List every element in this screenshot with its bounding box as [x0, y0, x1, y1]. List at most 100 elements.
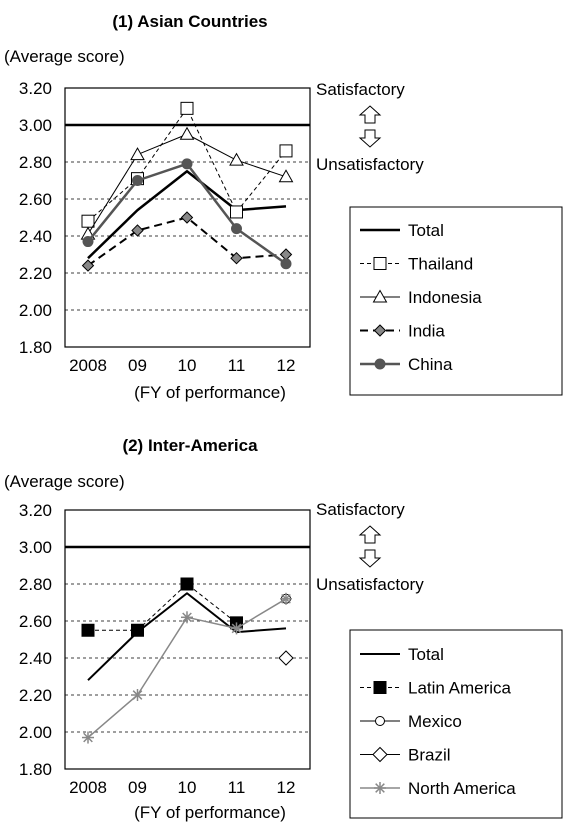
chart1-legend-item: China	[360, 355, 453, 374]
chart1-unsatisfactory-label: Unsatisfactory	[316, 155, 424, 174]
chart1-y-tick-label: 2.20	[19, 264, 52, 283]
chart2-y-tick-label: 3.20	[19, 501, 52, 520]
chart2-x-tick-label: 12	[277, 778, 296, 797]
chart1-series-total-line	[87, 170, 287, 260]
chart2-series-north-america-point	[131, 689, 144, 701]
chart1-series-china-point	[231, 223, 242, 235]
up-arrow-icon	[358, 525, 382, 544]
chart1-series-thailand-line	[87, 107, 287, 222]
chart2-series-north-america-point	[181, 611, 193, 624]
chart1-legend-marker	[373, 324, 387, 337]
chart2-series-total-line	[87, 592, 287, 681]
chart2-legend-item: Mexico	[360, 712, 462, 731]
chart1-satisfactory-label: Satisfactory	[316, 80, 405, 99]
chart1-legend-marker	[373, 257, 387, 270]
chart1-series-total	[87, 170, 287, 260]
chart1-legend-label: Indonesia	[408, 288, 482, 307]
chart2-y-tick-label: 1.80	[19, 760, 52, 779]
chart1-y-tick-label: 2.00	[19, 301, 52, 320]
chart1-series-china-point	[82, 236, 94, 248]
chart1-y-tick-label: 2.40	[19, 227, 52, 246]
chart1-series-indonesia-point	[179, 126, 195, 140]
chart1-legend-marker	[372, 289, 388, 303]
chart1-legend-item: Thailand	[360, 255, 473, 274]
chart2-series-latin-america-point	[180, 577, 194, 591]
chart1-y-tick-label: 3.20	[19, 79, 52, 98]
chart2-series-north-america-point	[230, 622, 243, 635]
chart1-legend-label: China	[408, 355, 453, 374]
chart1-series-china-point	[132, 175, 143, 186]
chart2-legend	[349, 629, 563, 819]
chart1-x-tick-label: 12	[277, 356, 296, 375]
chart1-x-label: (FY of performance)	[134, 383, 286, 402]
chart2-legend-label: Brazil	[408, 746, 451, 765]
chart1-series-thailand-point	[230, 205, 243, 219]
chart1-series-thailand-point	[81, 214, 95, 228]
chart2-x-label: (FY of performance)	[134, 803, 286, 822]
chart2-y-label: (Average score)	[4, 472, 125, 491]
chart1-title: (1) Asian Countries	[112, 12, 267, 31]
chart2-legend-item: North America	[360, 779, 516, 798]
chart2-x-tick-label: 09	[128, 778, 147, 797]
chart2-x-tick-label: 11	[228, 778, 246, 797]
chart2-series-latin-america	[81, 577, 243, 637]
chart1-x-tick-label: 11	[228, 356, 246, 375]
chart1-y-tick-label: 1.80	[19, 338, 52, 357]
chart2-plot-area	[64, 509, 311, 770]
chart2-satisfactory-label: Satisfactory	[316, 500, 405, 519]
chart1-y-tick-label: 2.80	[19, 153, 52, 172]
chart1-series-thailand-point	[279, 144, 293, 158]
chart2-series-brazil-point	[278, 650, 294, 666]
chart1-legend-marker	[374, 358, 386, 370]
chart1-series-india-point	[180, 211, 194, 224]
chart1-series-india-point	[230, 251, 243, 265]
chart2-series-total	[87, 592, 287, 681]
chart2-legend-marker	[374, 782, 386, 794]
chart1-y-tick-label: 2.60	[19, 190, 52, 209]
chart1-series-india	[81, 211, 293, 272]
chart2-unsatisfactory-label: Unsatisfactory	[316, 575, 424, 594]
chart2-y-tick-label: 2.00	[19, 723, 52, 742]
chart2-y-tick-label: 2.80	[19, 575, 52, 594]
chart2-series-latin-america-line	[88, 583, 237, 631]
chart2-legend-item: Total	[360, 645, 444, 664]
chart2-series-latin-america-point	[131, 623, 144, 637]
chart1-x-tick-label: 10	[178, 356, 197, 375]
chart1-series-china-point	[181, 158, 193, 170]
chart2-legend-marker	[373, 681, 387, 694]
chart2-title: (2) Inter-America	[122, 436, 258, 455]
chart1-plot-area	[64, 87, 311, 348]
chart1-y-label: (Average score)	[4, 47, 125, 66]
chart1-series-china-point	[280, 258, 292, 270]
chart2-legend-label: Mexico	[408, 712, 462, 731]
chart1-series-indonesia-point	[130, 147, 145, 161]
chart1-legend-item: Indonesia	[360, 288, 482, 307]
chart1-series-thailand-point	[180, 101, 194, 115]
up-arrow-icon	[358, 105, 382, 124]
chart1-legend-item: India	[360, 322, 445, 341]
chart2-series-brazil	[278, 650, 294, 666]
down-arrow-icon	[358, 549, 382, 568]
chart2-legend-item: Brazil	[360, 746, 451, 765]
chart2-x-tick-label: 2008	[69, 778, 107, 797]
chart2-legend-label: North America	[408, 779, 516, 798]
chart1-legend-label: Total	[408, 221, 444, 240]
chart2-x-tick-label: 10	[178, 778, 197, 797]
chart1-legend-label: India	[408, 322, 445, 341]
chart2-series-north-america	[82, 592, 292, 744]
chart2-legend-item: Latin America	[360, 679, 512, 698]
chart2-legend-label: Latin America	[408, 679, 512, 698]
chart1-series-india-point	[81, 259, 95, 272]
chart2-y-tick-label: 3.00	[19, 538, 52, 557]
chart2-legend-label: Total	[408, 645, 444, 664]
down-arrow-icon	[358, 129, 382, 148]
chart2-series-latin-america-point	[81, 623, 95, 637]
chart2-y-tick-label: 2.60	[19, 612, 52, 631]
chart1-series-indonesia-point	[278, 169, 294, 183]
chart1-legend-item: Total	[360, 221, 444, 240]
chart2-y-tick-label: 2.40	[19, 649, 52, 668]
chart1-y-tick-label: 3.00	[19, 116, 52, 135]
chart1-series-china	[82, 158, 292, 270]
chart1-series-india-point	[131, 224, 144, 237]
